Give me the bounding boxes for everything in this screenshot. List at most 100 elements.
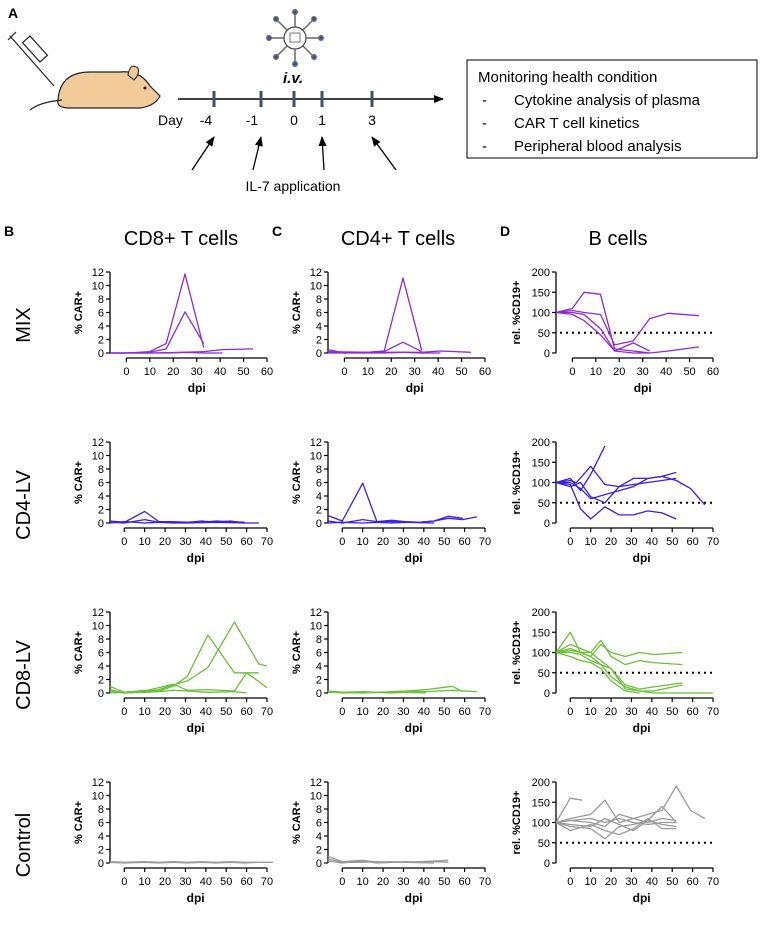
series-line bbox=[555, 465, 706, 506]
timeline-tick-label: -1 bbox=[246, 112, 259, 128]
x-tick-label: 60 bbox=[240, 876, 252, 888]
row-label-control: Control bbox=[13, 813, 35, 877]
x-tick-label: 10 bbox=[362, 366, 374, 378]
x-tick-label: 20 bbox=[167, 366, 179, 378]
row-label-cd4lv: CD4-LV bbox=[13, 470, 35, 540]
y-tick-label: 6 bbox=[316, 308, 322, 320]
x-tick-label: 50 bbox=[220, 536, 232, 548]
x-axis-label: dpi bbox=[633, 551, 651, 565]
x-axis-label: dpi bbox=[633, 721, 651, 735]
chart-control-bcells: 0 50 100 150 200 0 10 20 30 40 50 60 70 dpi rel. %CD19… bbox=[511, 777, 719, 905]
timeline-tick-label: -4 bbox=[200, 112, 213, 128]
x-tick-label: 50 bbox=[666, 706, 678, 718]
x-tick-label: 60 bbox=[686, 876, 698, 888]
x-tick-label: 60 bbox=[458, 706, 470, 718]
x-tick-label: 60 bbox=[240, 706, 252, 718]
panel-letter-b: B bbox=[4, 223, 14, 239]
series-line bbox=[556, 651, 683, 692]
y-tick-label: 200 bbox=[532, 437, 550, 449]
y-tick-label: 10 bbox=[310, 451, 322, 463]
y-tick-label: 8 bbox=[316, 464, 322, 476]
y-axis-label: % CAR+ bbox=[291, 461, 303, 504]
y-tick-label: 0 bbox=[316, 348, 322, 360]
series-line bbox=[555, 805, 677, 832]
x-tick-label: 50 bbox=[237, 366, 249, 378]
y-tick-label: 150 bbox=[532, 287, 550, 299]
y-tick-label: 50 bbox=[538, 668, 550, 680]
series-line bbox=[110, 311, 205, 354]
x-tick-label: 0 bbox=[567, 536, 573, 548]
y-tick-label: 0 bbox=[544, 348, 550, 360]
column-title-bcells: B cells bbox=[589, 228, 648, 250]
monitoring-bullet: - bbox=[482, 92, 487, 109]
series-line bbox=[556, 471, 677, 500]
x-tick-label: 40 bbox=[646, 876, 658, 888]
x-tick-label: 0 bbox=[569, 366, 575, 378]
y-tick-label: 6 bbox=[98, 478, 104, 490]
series-line bbox=[555, 817, 677, 836]
y-axis-label: rel. %CD19+ bbox=[511, 281, 523, 345]
x-tick-label: 60 bbox=[479, 366, 491, 378]
il7-arrow bbox=[252, 136, 263, 171]
series-line bbox=[555, 797, 583, 823]
x-tick-label: 50 bbox=[438, 536, 450, 548]
x-tick-label: 60 bbox=[261, 366, 273, 378]
y-tick-label: 2 bbox=[98, 505, 104, 517]
x-tick-label: 40 bbox=[646, 536, 658, 548]
series-line bbox=[327, 277, 423, 354]
series-line bbox=[327, 515, 463, 524]
x-tick-label: 10 bbox=[144, 366, 156, 378]
x-tick-label: 30 bbox=[179, 876, 191, 888]
y-tick-label: 6 bbox=[98, 308, 104, 320]
y-tick-label: 12 bbox=[92, 437, 104, 449]
x-axis-label: dpi bbox=[405, 721, 423, 735]
timeline: Day i.v. -4 -1 0 1 3 IL-7 application bbox=[158, 70, 444, 194]
x-tick-label: 40 bbox=[418, 876, 430, 888]
monitoring-bullet: - bbox=[482, 115, 487, 132]
x-tick-label: 30 bbox=[397, 706, 409, 718]
x-tick-label: 30 bbox=[637, 366, 649, 378]
y-tick-label: 0 bbox=[544, 858, 550, 870]
series-line bbox=[555, 651, 640, 694]
il7-arrow bbox=[318, 136, 327, 171]
y-axis-label: % CAR+ bbox=[73, 801, 85, 844]
y-tick-label: 2 bbox=[98, 675, 104, 687]
y-tick-label: 2 bbox=[316, 505, 322, 517]
monitoring-item: Peripheral blood analysis bbox=[514, 138, 682, 155]
panel-letter-d: D bbox=[500, 223, 510, 239]
timeline-tick-label: 0 bbox=[290, 112, 298, 128]
x-tick-label: 50 bbox=[683, 366, 695, 378]
mouse-illustration bbox=[7, 31, 161, 111]
y-tick-label: 50 bbox=[538, 498, 550, 510]
x-tick-label: 10 bbox=[585, 536, 597, 548]
series-line bbox=[555, 813, 677, 828]
x-axis-label: dpi bbox=[633, 891, 651, 905]
x-tick-label: 10 bbox=[357, 706, 369, 718]
y-axis-label: % CAR+ bbox=[73, 461, 85, 504]
x-tick-label: 20 bbox=[377, 706, 389, 718]
x-tick-label: 30 bbox=[179, 706, 191, 718]
x-tick-label: 40 bbox=[200, 876, 212, 888]
y-tick-label: 2 bbox=[98, 335, 104, 347]
chart-cd4-lv-bcells: 0 50 100 150 200 0 10 20 30 40 50 60 70 dpi rel. %CD19… bbox=[511, 437, 719, 565]
vector-particle-icon bbox=[266, 9, 324, 67]
y-tick-label: 6 bbox=[316, 478, 322, 490]
x-tick-label: 0 bbox=[121, 876, 127, 888]
y-tick-label: 8 bbox=[98, 634, 104, 646]
y-tick-label: 4 bbox=[98, 321, 104, 333]
x-tick-label: 20 bbox=[377, 876, 389, 888]
y-tick-label: 10 bbox=[310, 621, 322, 633]
y-tick-label: 100 bbox=[532, 478, 550, 490]
y-axis-label: rel. %CD19+ bbox=[511, 791, 523, 855]
il7-arrow bbox=[371, 136, 397, 171]
y-tick-label: 8 bbox=[98, 804, 104, 816]
x-axis-label: dpi bbox=[188, 381, 206, 395]
series-line bbox=[110, 351, 223, 354]
x-tick-label: 60 bbox=[240, 536, 252, 548]
series-line bbox=[109, 510, 245, 523]
